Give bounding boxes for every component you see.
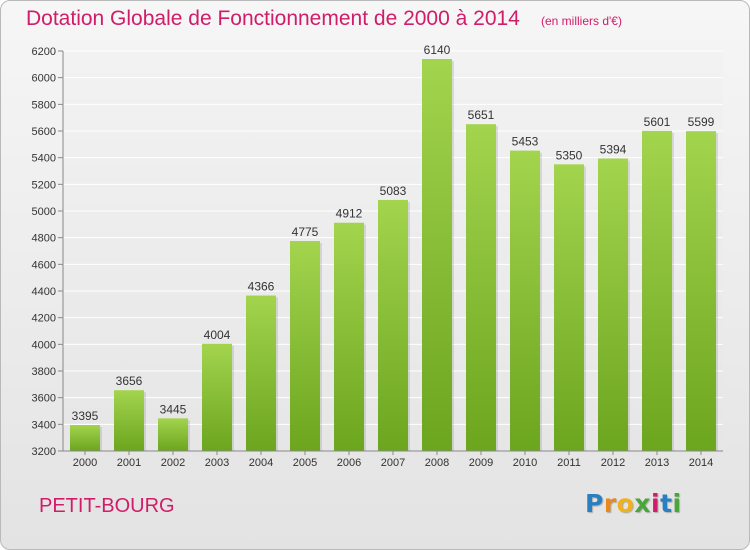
y-tick-label: 5600 [32, 126, 56, 138]
x-tick-label-2003: 2003 [205, 457, 229, 469]
x-tick-label-2013: 2013 [645, 457, 669, 469]
x-tick-label-2002: 2002 [161, 457, 185, 469]
x-tick-label-2008: 2008 [425, 457, 449, 469]
logo-letter: i [651, 489, 661, 518]
value-label-2007: 5083 [380, 184, 407, 198]
bar-2014 [686, 131, 716, 451]
bar-2003 [202, 343, 232, 451]
y-tick-label: 5800 [32, 99, 56, 111]
logo-letter: P [585, 489, 604, 518]
value-label-2006: 4912 [336, 207, 363, 221]
bar-2001 [114, 390, 144, 451]
value-label-2013: 5601 [644, 115, 671, 129]
y-tick-label: 3200 [32, 446, 56, 458]
commune-name: PETIT-BOURG [39, 495, 175, 517]
logo-letter: o [616, 489, 635, 518]
logo-letter: r [603, 489, 617, 518]
x-tick-label-2009: 2009 [469, 457, 493, 469]
y-tick-label: 5200 [32, 179, 56, 191]
bar-2000 [70, 425, 100, 451]
y-tick-label: 6200 [32, 46, 56, 58]
bar-2002 [158, 418, 188, 451]
bar-2013 [642, 130, 672, 451]
value-label-2004: 4366 [248, 280, 275, 294]
value-label-2005: 4775 [292, 225, 319, 239]
y-tick-label: 3800 [32, 366, 56, 378]
logo-letter: i [672, 489, 682, 518]
y-tick-label: 5000 [32, 206, 56, 218]
y-tick-label: 4800 [32, 233, 56, 245]
chart-title: Dotation Globale de Fonctionnement de 20… [26, 7, 520, 30]
y-tick-label: 4600 [32, 259, 56, 271]
y-tick-label: 4000 [32, 339, 56, 351]
x-tick-label-2007: 2007 [381, 457, 405, 469]
y-tick-label: 4200 [32, 313, 56, 325]
x-tick-label-2004: 2004 [249, 457, 273, 469]
bar-2007 [378, 199, 408, 451]
bar-2009 [466, 124, 496, 451]
y-tick-label: 6000 [32, 73, 56, 85]
bar-2004 [246, 295, 276, 451]
value-label-2012: 5394 [600, 142, 627, 156]
value-label-2011: 5350 [556, 148, 583, 162]
x-tick-label-2014: 2014 [689, 457, 713, 469]
logo-letter: t [660, 489, 673, 518]
proxiti-logo: Proxiti [585, 489, 682, 518]
y-tick-label: 3600 [32, 393, 56, 405]
logo-letter: x [634, 489, 651, 518]
x-tick-label-2005: 2005 [293, 457, 317, 469]
bar-2008 [422, 59, 452, 451]
x-tick-label-2012: 2012 [601, 457, 625, 469]
bar-2010 [510, 150, 540, 451]
x-tick-label-2000: 2000 [73, 457, 97, 469]
bar-2012 [598, 158, 628, 451]
value-label-2000: 3395 [72, 409, 99, 423]
y-tick-label: 3400 [32, 419, 56, 431]
bar-2005 [290, 241, 320, 451]
value-label-2009: 5651 [468, 108, 495, 122]
x-tick-label-2001: 2001 [117, 457, 141, 469]
bar-2011 [554, 164, 584, 452]
value-label-2003: 4004 [204, 328, 231, 342]
y-tick-label: 4400 [32, 286, 56, 298]
value-label-2010: 5453 [512, 135, 539, 149]
y-tick-label: 5400 [32, 153, 56, 165]
bar-2006 [334, 222, 364, 451]
value-label-2014: 5599 [688, 115, 715, 129]
value-label-2002: 3445 [160, 402, 187, 416]
x-tick-label-2006: 2006 [337, 457, 361, 469]
x-tick-label-2011: 2011 [557, 457, 581, 469]
value-label-2001: 3656 [116, 374, 143, 388]
x-tick-label-2010: 2010 [513, 457, 537, 469]
chart-subtitle: (en milliers d'€) [541, 14, 622, 28]
value-label-2008: 6140 [424, 43, 451, 57]
